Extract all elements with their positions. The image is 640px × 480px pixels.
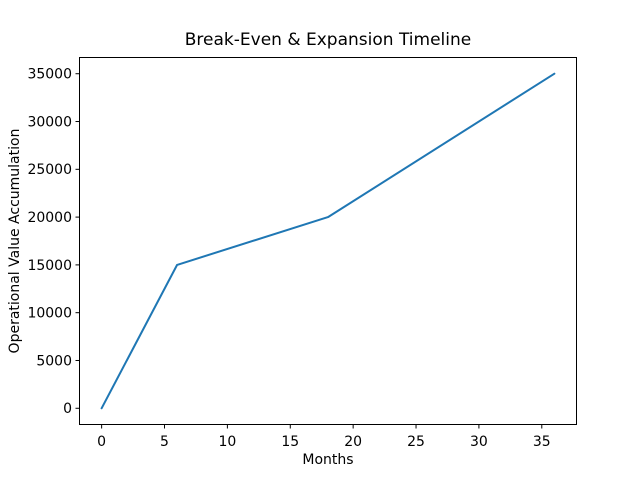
x-tick-label: 30: [470, 434, 488, 450]
x-tick-label: 35: [533, 434, 551, 450]
x-tick-label: 5: [160, 434, 169, 450]
x-tick-label: 10: [218, 434, 236, 450]
chart-title: Break-Even & Expansion Timeline: [184, 30, 472, 50]
axes-spines: [79, 57, 577, 425]
y-tick-label: 20000: [27, 210, 72, 226]
x-tick-label: 20: [344, 434, 362, 450]
y-axis-ticks: 0 5000 10000 15000 20000 25000 30000 35000: [27, 67, 79, 417]
y-tick-label: 15000: [27, 258, 72, 274]
y-tick-label: 30000: [27, 114, 72, 130]
y-tick-label: 25000: [27, 162, 72, 178]
series-line: [100, 72, 556, 410]
y-tick-label: 10000: [27, 306, 72, 322]
x-tick-label: 0: [97, 434, 106, 450]
y-tick-label: 5000: [36, 353, 72, 369]
y-tick-label: 35000: [27, 67, 72, 83]
x-tick-label: 25: [407, 434, 425, 450]
y-tick-label: 0: [63, 401, 72, 417]
x-axis-label: Months: [302, 452, 354, 468]
x-axis-ticks: 0 5 10 15 20 25 30 35: [97, 425, 551, 450]
x-tick-label: 15: [281, 434, 299, 450]
